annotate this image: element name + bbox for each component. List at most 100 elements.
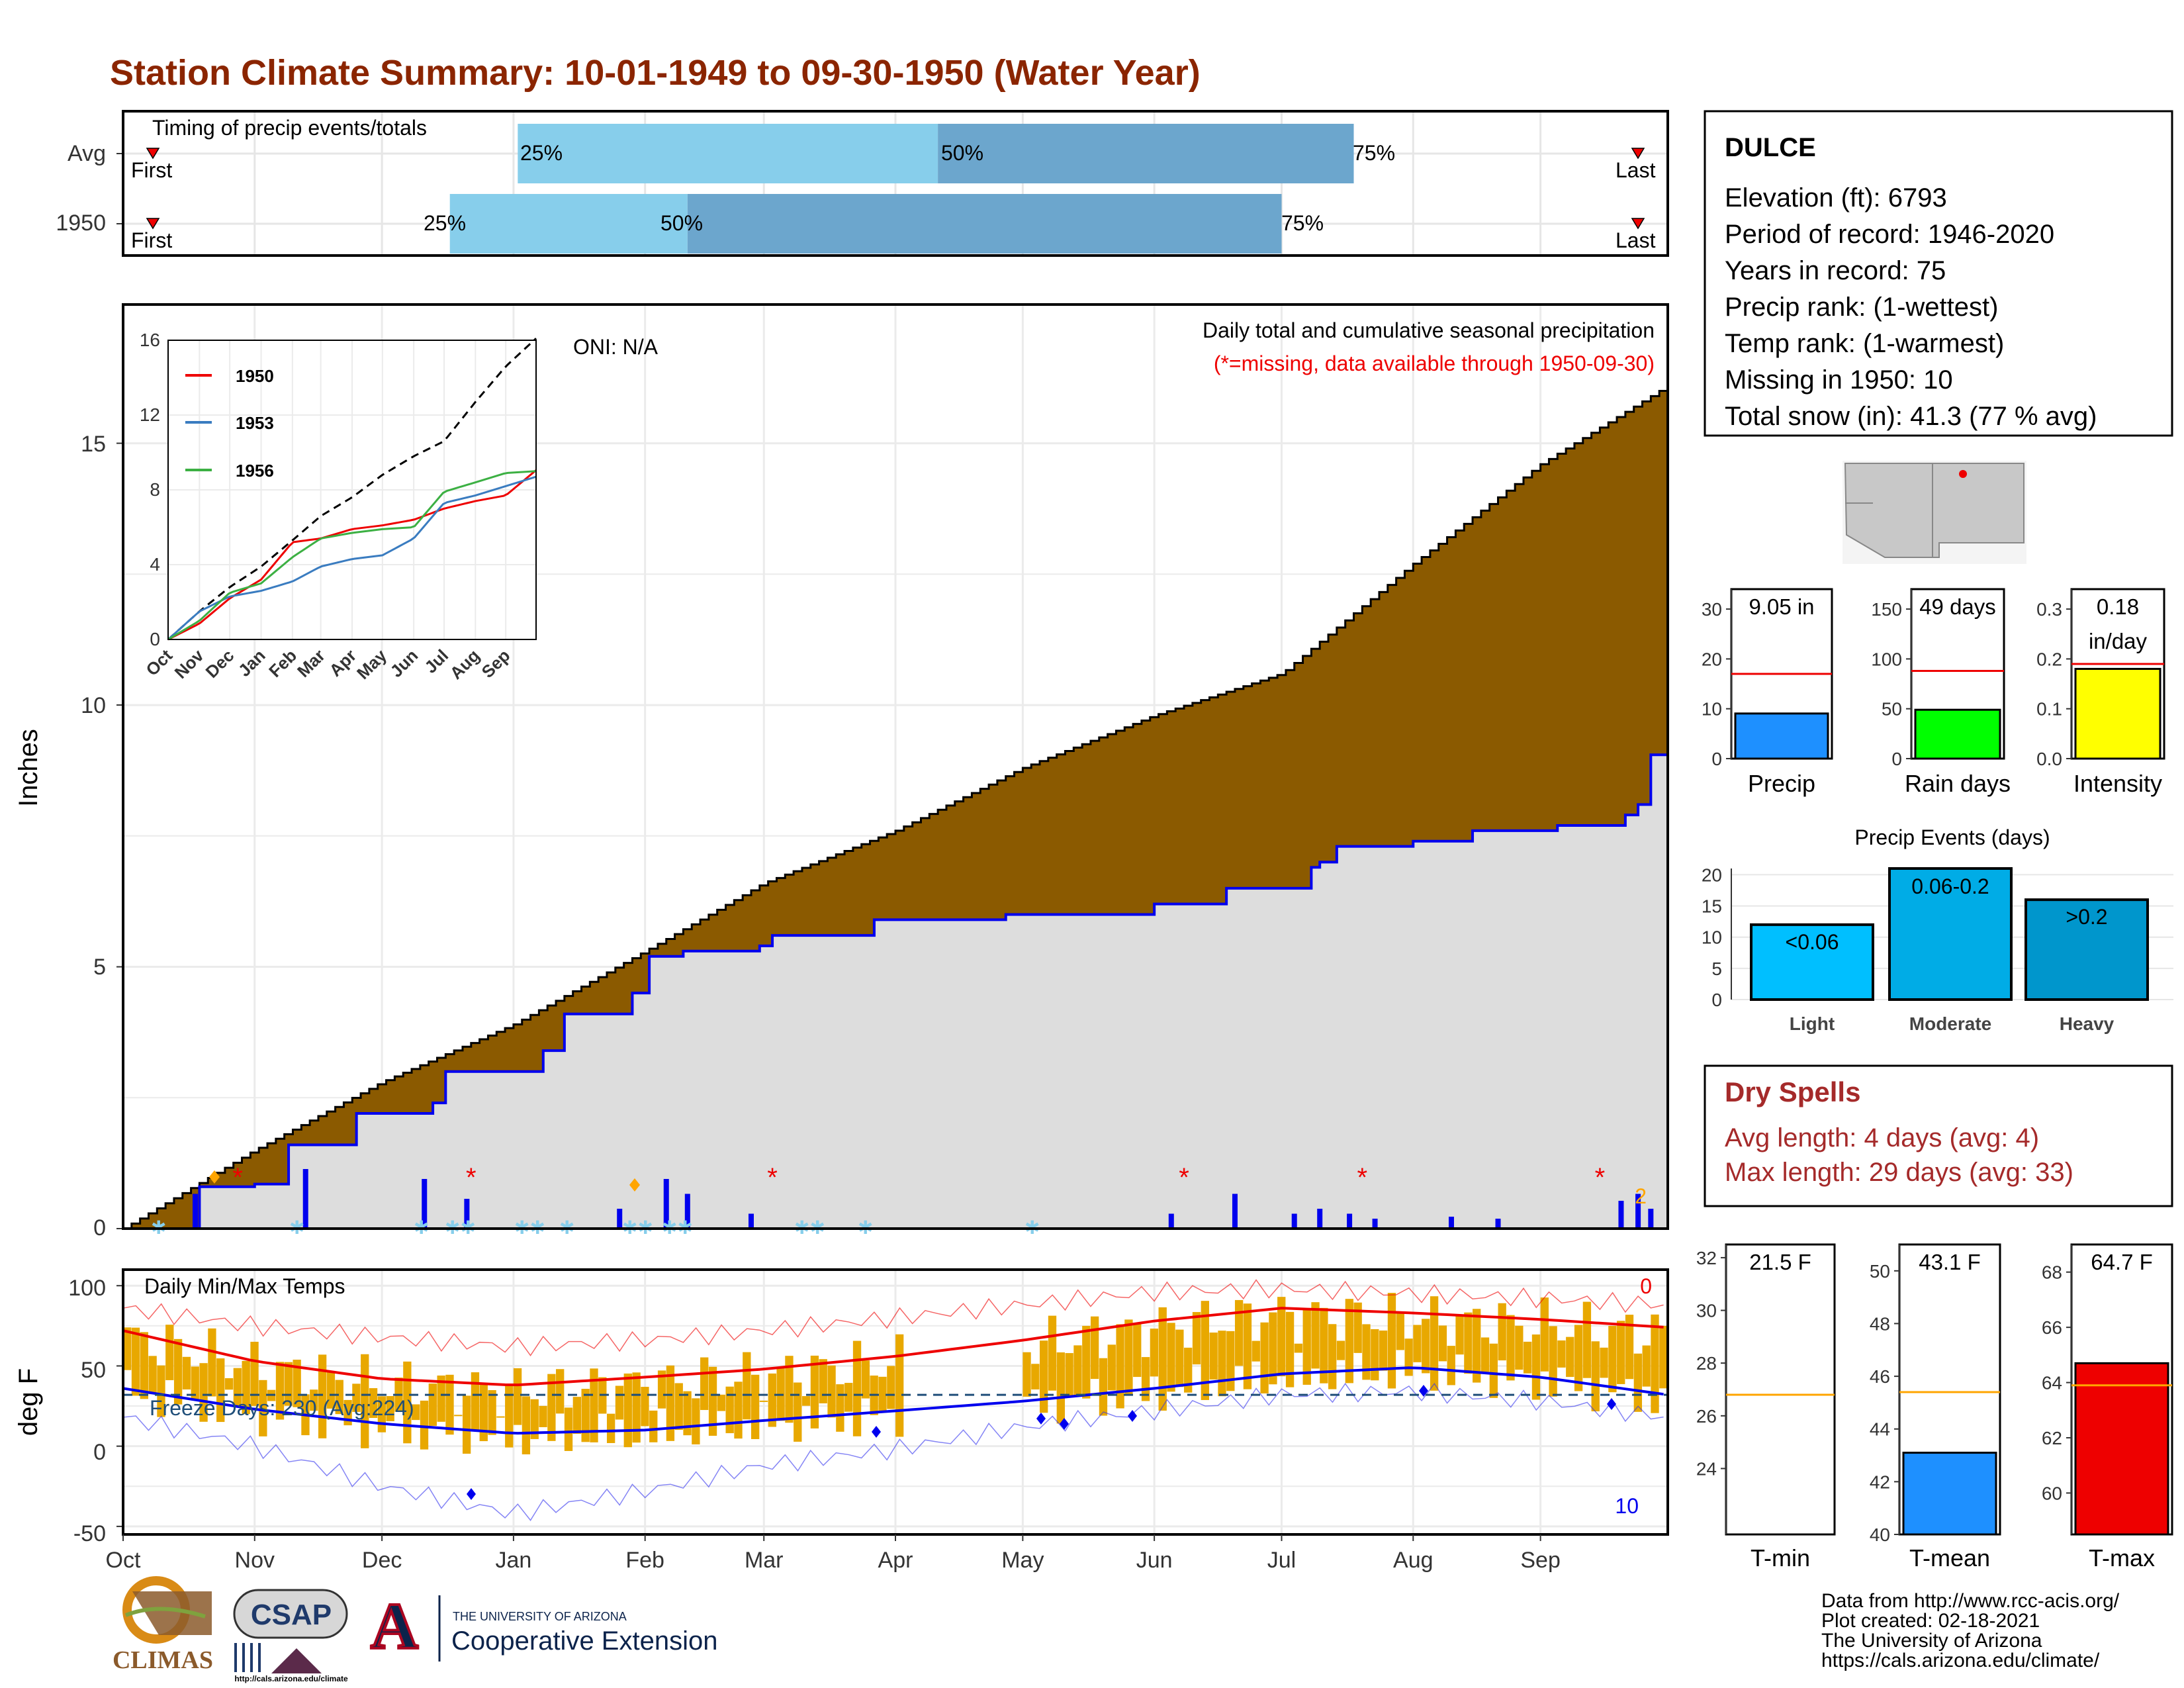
credit-line: Data from http://www.rcc-acis.org/: [1821, 1590, 2120, 1612]
hot-days-count: 0: [1640, 1274, 1652, 1298]
daily-temp-bar: [819, 1359, 827, 1403]
events-y-tick: 10: [1702, 927, 1722, 948]
daily-temp-bar: [1099, 1358, 1108, 1416]
month-tick-label: Apr: [878, 1548, 913, 1573]
dry-spells-avg: Avg length: 4 days (avg: 4): [1725, 1123, 2039, 1152]
daily-temp-bar: [1116, 1324, 1124, 1409]
precip-y-tick: 15: [81, 432, 106, 457]
events-bar-text-heavy: >0.2: [2066, 905, 2107, 929]
daily-temp-bar: [148, 1356, 157, 1395]
daily-temp-bar: [224, 1378, 234, 1390]
daily-temp-bar: [1617, 1321, 1625, 1384]
daily-temp-bar: [522, 1396, 531, 1455]
daily-temp-bar: [471, 1372, 480, 1430]
precip-events-chart: Precip Events (days) 0 5 10 15 20 Light Mode…: [1702, 825, 2173, 1034]
missing-data-note: (*=missing, data available through 1950-…: [1214, 352, 1655, 375]
daily-temp-bar: [717, 1394, 726, 1411]
station-line-period: Period of record: 1946-2020: [1725, 220, 2054, 249]
daily-precip-bar: [464, 1199, 470, 1229]
record-low-marker: [1036, 1413, 1046, 1425]
daily-temp-bar: [1582, 1301, 1592, 1378]
record-low-marker: [1419, 1385, 1428, 1397]
mini-bar-label: T-mean: [1909, 1544, 1990, 1571]
daily-temp-bar: [1473, 1309, 1481, 1383]
daily-temp-bar: [1396, 1311, 1404, 1350]
daily-temp-bar: [725, 1386, 734, 1434]
daily-temp-bar: [794, 1382, 802, 1442]
record-low-marker: [872, 1426, 881, 1438]
daily-temp-bar: [403, 1361, 412, 1444]
daily-temp-bar: [352, 1383, 361, 1412]
ua-logo-box: [363, 1591, 425, 1654]
daily-temp-bar: [1566, 1336, 1574, 1378]
daily-temp-bar: [785, 1356, 794, 1423]
daily-temp-bar: [1464, 1312, 1473, 1374]
daily-temp-bar: [1362, 1324, 1371, 1380]
events-x-label-moderate: Moderate: [1909, 1013, 1991, 1034]
daily-temp-bar: [836, 1384, 844, 1432]
daily-temp-bar: [530, 1399, 539, 1439]
daily-temp-bar: [844, 1383, 853, 1412]
csap-logo: CSAP http://cals.arizona.edu/climate: [233, 1589, 348, 1683]
daily-temp-bar: [216, 1358, 225, 1423]
daily-temp-bar: [1269, 1312, 1277, 1385]
daily-temp-bar: [1150, 1329, 1159, 1377]
daily-precip-bar: [1448, 1217, 1454, 1229]
daily-temp-bar: [437, 1375, 445, 1422]
climas-logo-text: CLIMAS: [113, 1646, 213, 1674]
daily-precip-bar: [1232, 1194, 1238, 1229]
daily-temp-bar: [1345, 1299, 1354, 1383]
inset-line-1953: [167, 475, 537, 641]
station-box-frame: [1704, 110, 2173, 437]
inset-x-tick: Aug: [446, 645, 484, 683]
daily-temp-bar: [242, 1360, 250, 1415]
daily-temp-bar: [590, 1368, 598, 1442]
mini-bar-tick-label: 44: [1870, 1419, 1890, 1440]
year-75-label: 75%: [1281, 211, 1324, 235]
mini-bar-tick-label: 42: [1870, 1472, 1890, 1492]
daily-temp-bar: [140, 1332, 148, 1399]
daily-temp-bar: [887, 1366, 895, 1409]
mini-bar-value: [1914, 708, 2001, 760]
month-tick-label: Sep: [1520, 1548, 1561, 1573]
average-max-line: [122, 1307, 1664, 1387]
station-line-elevation: Elevation (ft): 6793: [1725, 183, 1947, 212]
daily-temp-bar: [1260, 1322, 1269, 1393]
daily-temp-bar: [1201, 1301, 1209, 1400]
inset-x-tick: May: [353, 645, 390, 683]
dry-spells-title: Dry Spells: [1725, 1076, 1860, 1107]
inset-x-tick: Feb: [265, 645, 300, 681]
daily-temp-bar: [1371, 1329, 1379, 1381]
daily-temp-bar: [1540, 1297, 1549, 1372]
freeze-days-label: Freeze Days: 230 (Avg:224): [150, 1396, 414, 1420]
timing-bar-q25-q50: [518, 124, 938, 183]
daily-temp-bar: [412, 1404, 420, 1421]
year-50-label: 50%: [660, 211, 703, 235]
station-line-precip-rank: Precip rank: (1-wettest): [1725, 293, 1998, 322]
daily-temp-bar: [479, 1382, 488, 1442]
first-label-year: First: [131, 228, 172, 252]
mini-bar-tick-label: 0: [1891, 749, 1902, 769]
daily-temp-bar: [606, 1413, 615, 1444]
daily-temp-bar: [615, 1385, 624, 1420]
precip-y-tick: 5: [93, 955, 106, 980]
average-min-line: [122, 1366, 1664, 1435]
daily-temp-bar: [1498, 1303, 1506, 1361]
daily-temp-bar: [428, 1383, 437, 1426]
timing-row-label-avg: Avg: [68, 141, 106, 166]
daily-temp-bar: [1642, 1345, 1651, 1387]
daily-temp-bar: [1167, 1323, 1175, 1392]
observed-cumulative-area: [123, 755, 1668, 1229]
events-bar: [1750, 923, 1874, 1002]
month-tick-label: Jun: [1136, 1548, 1173, 1573]
mini-bar-value: [2074, 667, 2161, 760]
csap-logo-rain: [234, 1643, 261, 1672]
inset-y-tick: 8: [150, 479, 160, 500]
daily-temp-bar: [496, 1416, 505, 1418]
daily-temp-bar: [1422, 1319, 1430, 1374]
daily-temp-bar: [462, 1395, 471, 1454]
mini-bar-tick-label: 50: [1882, 699, 1902, 720]
mini-bar-frame: [1725, 1243, 1836, 1536]
daily-temp-bar: [768, 1373, 776, 1427]
legend-label-1950: 1950: [236, 366, 274, 386]
